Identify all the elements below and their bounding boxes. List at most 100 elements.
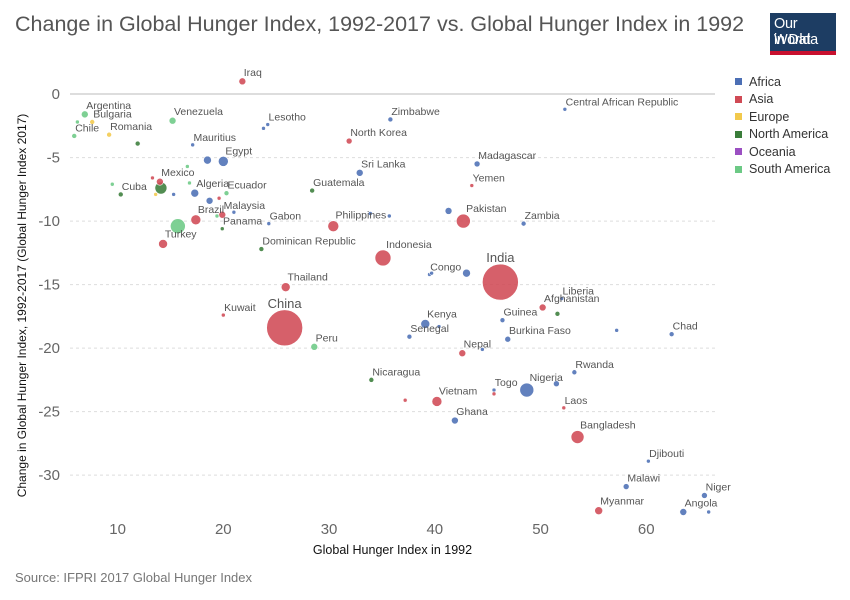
data-point-indonesia xyxy=(374,249,392,267)
data-point xyxy=(429,270,434,276)
data-point-zimbabwe xyxy=(387,116,394,123)
data-point xyxy=(480,347,485,352)
data-point-philippines xyxy=(327,220,340,232)
legend-label: Oceania xyxy=(749,144,796,159)
point-label: North Korea xyxy=(350,127,407,139)
y-tick-label: 0 xyxy=(52,86,60,103)
legend-item[interactable]: Oceania xyxy=(735,143,830,161)
point-label: Laos xyxy=(565,395,588,407)
data-point xyxy=(553,380,560,387)
data-point-liberia xyxy=(559,296,564,301)
data-point-central-african-republic xyxy=(562,106,568,112)
y-tick-label: -30 xyxy=(38,467,60,484)
data-point-peru xyxy=(310,343,319,351)
data-point-nicaragua xyxy=(368,377,375,383)
legend-label: South America xyxy=(749,162,831,177)
point-label: Panama xyxy=(223,216,262,228)
data-point-north-korea xyxy=(345,137,353,145)
point-label: Indonesia xyxy=(386,239,432,251)
x-tick-label: 60 xyxy=(638,521,655,538)
point-label: Burkina Faso xyxy=(509,325,571,337)
data-point xyxy=(171,192,176,197)
point-label: Chile xyxy=(75,122,99,134)
point-label: Algeria xyxy=(196,178,229,190)
logo-line-1: Our World xyxy=(774,16,811,48)
data-point-venezuela xyxy=(168,116,177,125)
source-note: Source: IFPRI 2017 Global Hunger Index xyxy=(15,570,253,585)
point-label: Malawi xyxy=(627,473,660,485)
data-point-nepal xyxy=(458,349,467,358)
data-point xyxy=(491,391,497,397)
owid-logo[interactable]: Our World in Data xyxy=(770,13,836,55)
legend-swatch xyxy=(735,165,742,173)
point-label: India xyxy=(486,250,515,265)
data-point-vietnam xyxy=(431,396,443,407)
legend-item[interactable]: South America xyxy=(735,161,830,179)
legend-label: Africa xyxy=(749,74,781,89)
point-label: Nigeria xyxy=(530,372,563,384)
data-point-thailand xyxy=(280,282,291,292)
data-point-china xyxy=(266,309,303,347)
point-label: Central African Republic xyxy=(566,96,679,108)
point-label: Vietnam xyxy=(439,385,478,397)
y-tick-label: -15 xyxy=(38,277,60,294)
data-point-romania xyxy=(106,131,112,138)
data-point xyxy=(444,207,453,215)
legend-swatch xyxy=(735,78,742,86)
data-point-argentina xyxy=(81,110,89,119)
data-point xyxy=(216,195,222,201)
x-tick-label: 10 xyxy=(109,521,126,538)
point-label: Turkey xyxy=(165,228,197,240)
y-tick-label: -20 xyxy=(38,340,60,357)
data-point-myanmar xyxy=(594,506,603,516)
point-label: Zimbabwe xyxy=(391,106,440,118)
data-point xyxy=(153,192,158,197)
data-point-cuba xyxy=(117,191,124,198)
point-label: Guinea xyxy=(503,307,537,319)
logo-line-2: in Data xyxy=(774,32,818,48)
axes: 0 -5 -10 -15 -20 -25 -30 10 20 30 40 50 60 Global Hun… xyxy=(15,86,655,557)
data-point-angola xyxy=(679,508,688,516)
data-point-chad xyxy=(668,331,675,337)
point-label: Bangladesh xyxy=(580,420,636,432)
point-label: Mauritius xyxy=(193,132,236,144)
point-label: Kenya xyxy=(427,308,457,320)
legend-item[interactable]: Asia xyxy=(735,91,830,109)
data-point-kuwait xyxy=(221,312,226,318)
data-point-burkina-faso xyxy=(504,335,512,343)
data-point xyxy=(261,126,266,131)
data-point-senegal xyxy=(406,333,413,340)
point-label: Togo xyxy=(495,377,518,389)
point-label: Romania xyxy=(110,121,152,133)
data-point-kenya xyxy=(420,319,431,329)
data-point-ghana xyxy=(451,416,459,425)
data-point-chile xyxy=(71,133,78,139)
point-label: Argentina xyxy=(86,100,131,112)
legend-item[interactable]: Europe xyxy=(735,108,830,126)
point-label: Pakistan xyxy=(466,203,506,215)
point-label: Thailand xyxy=(288,272,328,284)
data-point xyxy=(436,324,442,329)
x-tick-label: 40 xyxy=(426,521,443,538)
point-label: Myanmar xyxy=(600,496,644,508)
data-point-turkey xyxy=(158,239,168,249)
data-point xyxy=(134,140,141,147)
point-label: Madagascar xyxy=(478,150,536,162)
data-point-panama xyxy=(219,226,225,232)
legend-swatch xyxy=(735,130,742,138)
point-label: Lesotho xyxy=(269,112,307,124)
data-point xyxy=(203,155,212,165)
data-point xyxy=(150,175,155,181)
x-tick-label: 50 xyxy=(532,521,549,538)
point-label: Kuwait xyxy=(224,302,256,314)
data-point-afghanistan xyxy=(538,303,547,312)
point-label: Mexico xyxy=(161,167,194,179)
legend-item[interactable]: Africa xyxy=(735,73,830,91)
point-label: Ecuador xyxy=(227,180,267,192)
point-label: Venezuela xyxy=(174,106,223,118)
point-label: Nicaragua xyxy=(372,366,420,378)
point-label: Nepal xyxy=(464,339,491,351)
point-label: Yemen xyxy=(473,173,505,185)
point-label: Liberia xyxy=(562,286,594,298)
legend-item[interactable]: North America xyxy=(735,126,830,144)
